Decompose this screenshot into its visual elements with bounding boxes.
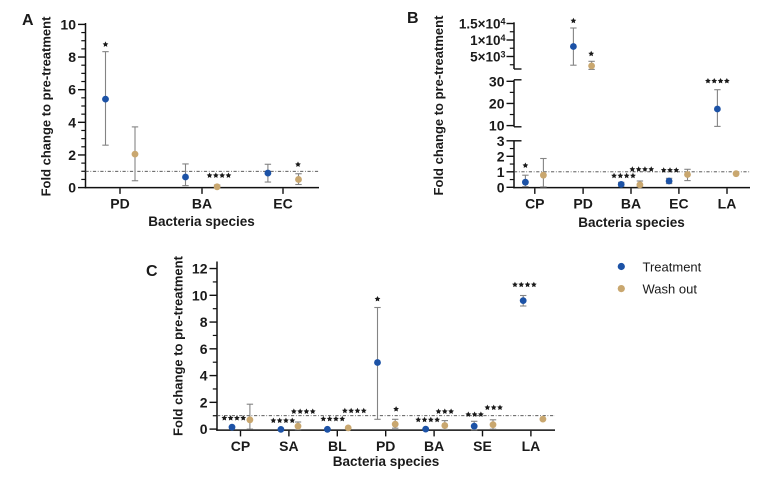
svg-text:EC: EC (273, 196, 292, 212)
svg-text:2: 2 (497, 148, 505, 164)
svg-text:3: 3 (497, 133, 505, 149)
svg-text:A: A (22, 12, 34, 29)
svg-text:2: 2 (200, 394, 208, 410)
svg-text:0: 0 (497, 179, 505, 195)
svg-text:Treatment: Treatment (643, 259, 702, 274)
svg-text:BA: BA (424, 438, 444, 454)
svg-text:8: 8 (200, 314, 208, 330)
svg-text:20: 20 (489, 95, 505, 111)
svg-text:12: 12 (192, 261, 208, 277)
svg-text:SA: SA (279, 438, 298, 454)
svg-text:4: 4 (200, 368, 208, 384)
svg-text:1.5×104: 1.5×104 (459, 16, 506, 31)
svg-text:1: 1 (497, 164, 505, 180)
svg-text:30: 30 (489, 73, 505, 89)
svg-text:PD: PD (376, 438, 395, 454)
svg-text:Fold change to pre-treatment: Fold change to pre-treatment (171, 255, 186, 436)
svg-text:8: 8 (68, 49, 76, 65)
svg-text:Bacteria species: Bacteria species (148, 214, 255, 229)
svg-text:LA: LA (522, 438, 541, 454)
svg-text:LA: LA (718, 196, 737, 212)
svg-text:SE: SE (473, 438, 492, 454)
svg-text:B: B (407, 10, 419, 27)
svg-text:BL: BL (328, 438, 347, 454)
svg-text:4: 4 (68, 114, 76, 130)
svg-text:6: 6 (200, 341, 208, 357)
svg-text:6: 6 (68, 82, 76, 98)
svg-text:2: 2 (68, 147, 76, 163)
svg-text:0: 0 (68, 180, 76, 196)
svg-text:10: 10 (60, 16, 76, 32)
svg-text:CP: CP (231, 438, 250, 454)
svg-text:PD: PD (573, 196, 592, 212)
svg-text:Fold change to pre-treatment: Fold change to pre-treatment (431, 15, 446, 196)
svg-text:Bacteria species: Bacteria species (333, 454, 440, 469)
svg-text:BA: BA (192, 196, 212, 212)
svg-text:EC: EC (669, 196, 688, 212)
svg-text:5×103: 5×103 (470, 49, 505, 64)
svg-text:Bacteria species: Bacteria species (578, 215, 685, 230)
svg-text:BA: BA (621, 196, 641, 212)
svg-text:10: 10 (192, 287, 208, 303)
svg-text:Wash out: Wash out (643, 281, 698, 296)
svg-text:PD: PD (110, 196, 129, 212)
svg-text:10: 10 (489, 118, 505, 134)
svg-text:1×104: 1×104 (470, 33, 505, 48)
svg-text:C: C (146, 263, 158, 280)
svg-text:Fold change to pre-treatment: Fold change to pre-treatment (39, 16, 54, 197)
svg-text:CP: CP (525, 196, 544, 212)
svg-text:0: 0 (200, 421, 208, 437)
